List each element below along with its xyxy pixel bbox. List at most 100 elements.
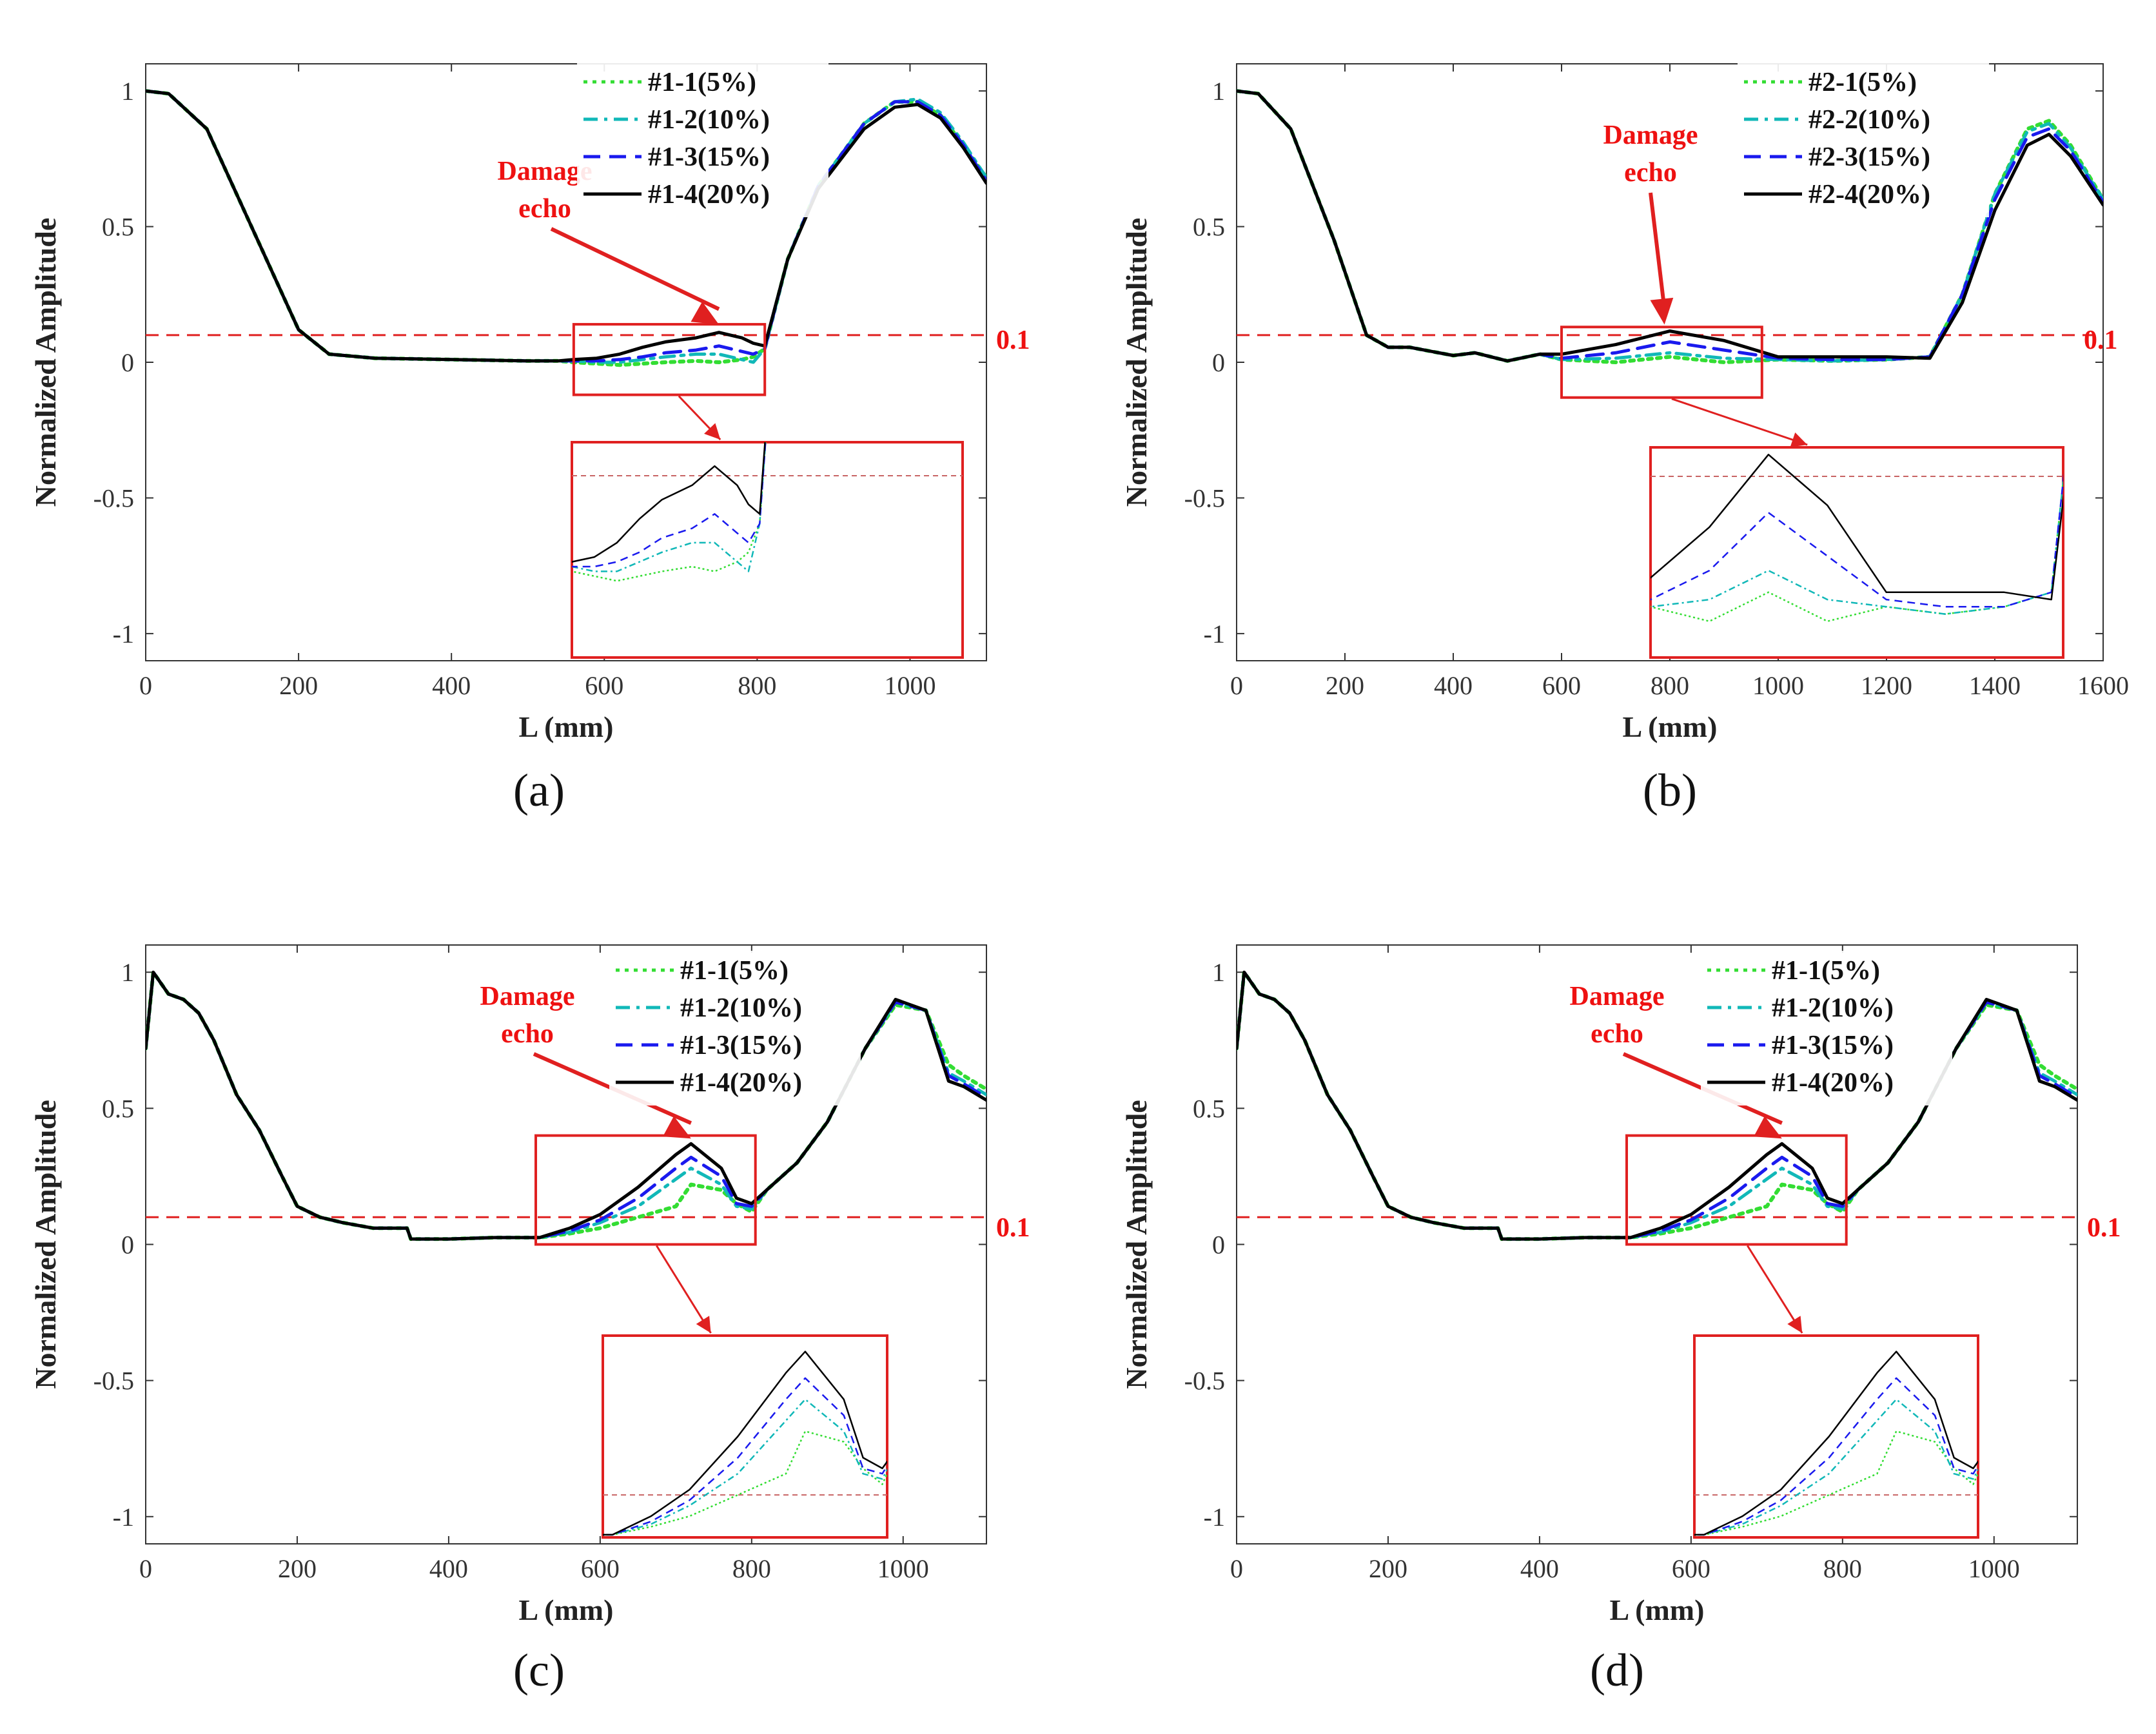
- legend-label-1: #1-1(5%): [648, 68, 756, 97]
- y-axis-label: Normalized Amplitude: [1120, 218, 1153, 507]
- y-tick-label: 1: [1212, 77, 1225, 106]
- y-tick-label: 0.5: [1193, 1094, 1225, 1123]
- inset-series-line-1: [1694, 1430, 1978, 1536]
- chart-panel-2: 0 200 400 600 800 1000 1200 1400 1600 -1 -0.5 0 0.5 1…: [1120, 63, 2129, 816]
- x-tick-label: 600: [1542, 671, 1581, 700]
- annotation-arrow: [550, 227, 720, 311]
- annotation-arrowhead: [1650, 297, 1674, 325]
- x-tick-label: 200: [278, 1554, 317, 1583]
- x-tick-label: 1000: [1752, 671, 1804, 700]
- annotation-arrow: [1649, 192, 1667, 309]
- legend-label-1: #2-1(5%): [1808, 68, 1917, 97]
- y-tick-label: 1: [121, 77, 134, 106]
- inset-series-group: [1694, 1350, 1978, 1536]
- y-tick-label: -0.5: [93, 1367, 134, 1396]
- zoom-window: [572, 323, 767, 396]
- series-line-4: [146, 89, 986, 363]
- panel-label: (a): [513, 765, 565, 816]
- y-axis-label: Normalized Amplitude: [1120, 1100, 1153, 1388]
- legend-background: [1738, 63, 1989, 217]
- y-tick-label: 0: [1212, 1231, 1225, 1260]
- y-tick-label: 0: [1212, 348, 1225, 377]
- y-tick-label: 0: [121, 1231, 134, 1260]
- y-tick-label: 0.5: [1193, 213, 1225, 242]
- legend-label-4: #1-4(20%): [680, 1068, 802, 1098]
- inset-frame: [602, 1334, 888, 1539]
- x-tick-label: 1000: [1968, 1554, 2020, 1583]
- series-group: [146, 89, 986, 367]
- annotation-line2: echo: [1624, 158, 1677, 188]
- x-tick-label: 200: [279, 671, 318, 700]
- y-tick-label: -1: [1204, 619, 1225, 648]
- x-tick-label: 600: [1672, 1554, 1710, 1583]
- annotation-line1: Damage: [480, 982, 575, 1011]
- inset-series-line-2: [1694, 1398, 1978, 1536]
- inset-series-line-1: [603, 1430, 887, 1536]
- x-axis-label: L (mm): [519, 1593, 614, 1626]
- threshold-label: 0.1: [2084, 326, 2118, 355]
- x-tick-label: 200: [1326, 671, 1364, 700]
- inset-series-group: [572, 442, 963, 582]
- y-tick-label: -1: [113, 1503, 134, 1532]
- x-tick-label: 1400: [1969, 671, 2021, 700]
- x-tick-label: 0: [1230, 671, 1243, 700]
- x-tick-label: 400: [432, 671, 471, 700]
- legend-label-2: #1-2(10%): [680, 993, 802, 1023]
- y-tick-label: 0: [121, 348, 134, 377]
- series-line-4: [1237, 970, 2077, 1241]
- threshold-label: 0.1: [996, 1213, 1030, 1243]
- inset-connector: [1671, 398, 1808, 446]
- y-tick-label: 1: [1212, 958, 1225, 987]
- inset-series-line-2: [603, 1398, 887, 1536]
- x-axis-label: L (mm): [519, 710, 614, 743]
- x-tick-label: 1000: [884, 671, 936, 700]
- inset-connector: [656, 1245, 712, 1334]
- inset-connector-arrowhead: [1790, 432, 1808, 447]
- panel-label: (c): [513, 1644, 565, 1696]
- x-tick-label: 0: [1230, 1554, 1243, 1583]
- x-tick-label: 600: [581, 1554, 620, 1583]
- annotation-arrowhead: [663, 1116, 691, 1139]
- chart-panel-3: 0 200 400 600 800 1000 -1 -0.5 0 0.5 1 L (mm) Normal…: [29, 944, 1030, 1696]
- chart-panel-4: 0 200 400 600 800 1000 -1 -0.5 0 0.5 1 L (mm) Normal…: [1120, 944, 2121, 1696]
- inset-series-line-2: [572, 442, 767, 572]
- series-group: [1237, 89, 2103, 364]
- inset-frame: [571, 441, 964, 659]
- inset-series-line-4: [603, 1350, 887, 1536]
- y-tick-label: -0.5: [93, 483, 134, 512]
- inset-series-line-4: [1651, 453, 2063, 601]
- x-tick-label: 800: [732, 1554, 771, 1583]
- legend-label-3: #1-3(15%): [648, 142, 770, 172]
- legend-label-2: #1-2(10%): [648, 105, 770, 135]
- annotation-arrowhead: [691, 302, 720, 325]
- x-tick-label: 1200: [1861, 671, 1912, 700]
- x-axis-label: L (mm): [1610, 1593, 1705, 1626]
- x-tick-label: 800: [1823, 1554, 1862, 1583]
- inset-connector-arrowhead: [704, 423, 721, 440]
- inset-connector: [1747, 1245, 1803, 1334]
- x-tick-label: 800: [1651, 671, 1689, 700]
- chart-panel-1: 0 200 400 600 800 1000 -1 -0.5 0 0.5 1 L (mm) Normal…: [29, 63, 1030, 816]
- y-axis-label: Normalized Amplitude: [29, 1100, 62, 1388]
- legend-label-3: #1-3(15%): [680, 1031, 802, 1060]
- annotation-line1: Damage: [498, 157, 593, 186]
- annotation-line2: echo: [501, 1019, 554, 1049]
- y-tick-label: -1: [113, 619, 134, 648]
- series-group: [1237, 970, 2077, 1242]
- y-tick-label: 0.5: [102, 213, 134, 242]
- y-tick-label: -0.5: [1184, 483, 1225, 512]
- y-tick-label: -0.5: [1184, 1367, 1225, 1396]
- zoom-window: [534, 1134, 757, 1246]
- panel-label: (d): [1590, 1644, 1644, 1696]
- threshold-label: 0.1: [996, 326, 1030, 355]
- annotation-line1: Damage: [1570, 982, 1665, 1011]
- series-line-4: [146, 970, 986, 1241]
- annotation-arrowhead: [1754, 1116, 1782, 1139]
- legend-label-1: #1-1(5%): [680, 956, 789, 986]
- legend-label-4: #2-4(20%): [1808, 180, 1930, 209]
- x-tick-label: 400: [1520, 1554, 1559, 1583]
- inset-series-line-3: [1694, 1377, 1978, 1536]
- legend-label-4: #1-4(20%): [648, 180, 770, 209]
- annotation-line2: echo: [518, 194, 571, 224]
- series-group: [146, 970, 986, 1242]
